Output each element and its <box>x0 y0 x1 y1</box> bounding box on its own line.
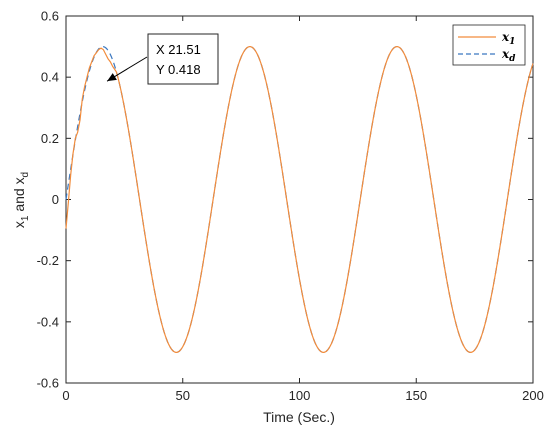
y-tick-label-3: 0 <box>52 192 59 207</box>
x-tick-label-1: 50 <box>176 388 190 403</box>
y-tick-label-0: -0.6 <box>37 376 59 391</box>
x-axis-title: Time (Sec.) <box>263 409 335 425</box>
x-tick-label-0: 0 <box>62 388 69 403</box>
datatip-y-text: Y 0.418 <box>156 62 201 77</box>
datatip: X 21.51 Y 0.418 <box>106 33 219 85</box>
legend-box <box>452 24 526 66</box>
y-axis-title: x1 and xd <box>11 172 31 228</box>
x-tick-label-4: 200 <box>522 388 544 403</box>
datatip-x-text: X 21.51 <box>156 42 201 57</box>
y-tick-label-6: 0.6 <box>41 9 59 24</box>
legend: x1 xd <box>452 24 526 66</box>
series-layer <box>65 46 534 353</box>
legend-label-xd-sub: d <box>509 54 516 64</box>
legend-label-x1-main: x <box>501 30 510 44</box>
series-x1-line <box>65 46 534 353</box>
y-axis-title-sub1: 1 <box>20 215 31 221</box>
y-tick-label-5: 0.4 <box>41 70 59 85</box>
y-axis-title-sub2: d <box>20 172 31 178</box>
y-axis-title-main: x <box>11 221 27 228</box>
y-tick-label-2: -0.2 <box>37 253 59 268</box>
legend-label-xd: xd <box>501 47 516 64</box>
plot-area <box>65 15 534 384</box>
datatip-arrow-head <box>107 73 117 82</box>
y-axis-title-middle: and x <box>11 177 27 215</box>
legend-label-x1-sub: 1 <box>509 37 515 47</box>
y-tick-label-4: 0.2 <box>41 131 59 146</box>
x-tick-label-2: 100 <box>289 388 311 403</box>
legend-label-x1: x1 <box>501 30 515 47</box>
y-tick-label-1: -0.4 <box>37 314 59 329</box>
tick-label-group: 0 50 100 150 200 -0.6 -0.4 -0.2 0 0.2 0.4 0.6 <box>37 9 544 404</box>
x-tick-label-3: 150 <box>405 388 427 403</box>
datatip-box <box>147 33 219 85</box>
legend-label-xd-main: x <box>501 47 510 61</box>
